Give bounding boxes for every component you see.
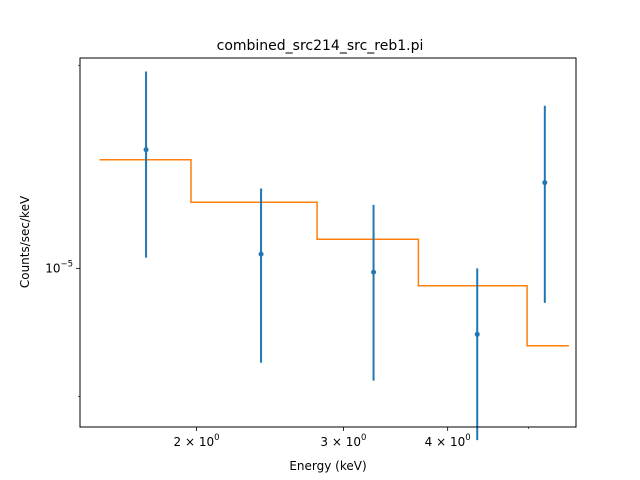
data-point-1 <box>143 147 149 153</box>
y-axis: 10−5 <box>45 64 80 397</box>
y-axis-label: Counts/sec/keV <box>18 195 32 288</box>
y-tick-label-1: 10−5 <box>45 259 73 275</box>
model-step-line <box>99 158 569 347</box>
x-tick-label-2: 3 × 100 <box>320 433 366 449</box>
model-layer <box>99 158 569 347</box>
x-tick-label-1: 2 × 100 <box>174 433 220 449</box>
x-axis: 2 × 100 3 × 100 4 × 100 <box>174 427 529 449</box>
x-axis-label: Energy (keV) <box>289 459 366 473</box>
plot-frame <box>79 57 577 428</box>
chart-title: combined_src214_src_reb1.pi <box>217 38 424 54</box>
data-point-5 <box>542 180 548 186</box>
x-tick-label-3: 4 × 100 <box>425 433 471 449</box>
data-point-4 <box>474 331 480 337</box>
data-layer <box>143 71 548 441</box>
data-point-2 <box>258 251 264 257</box>
data-point-3 <box>371 269 377 275</box>
